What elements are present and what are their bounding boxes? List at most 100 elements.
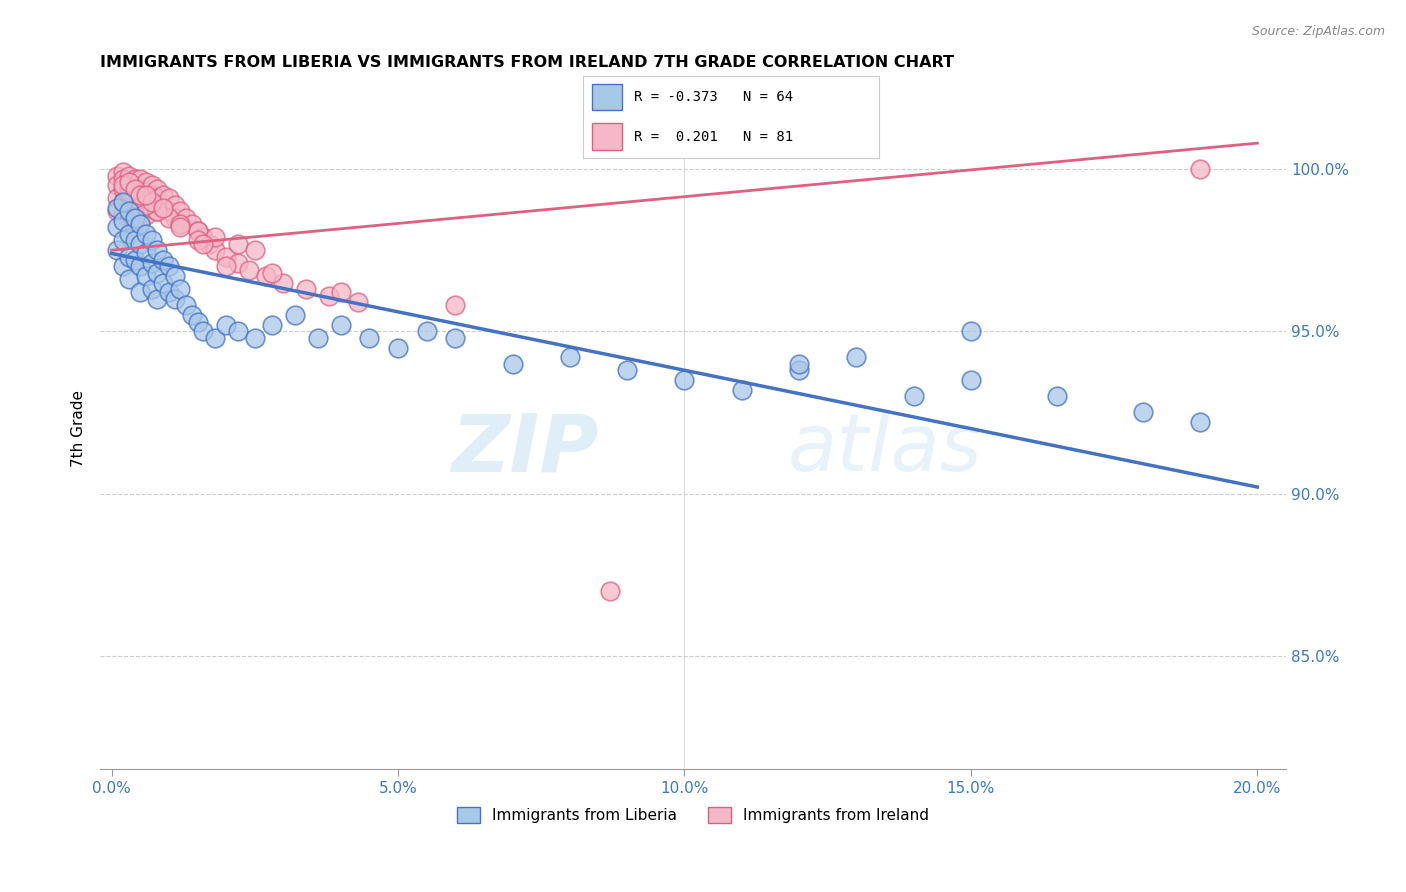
Point bbox=[616, 363, 638, 377]
Point bbox=[146, 243, 169, 257]
Point bbox=[260, 266, 283, 280]
Point bbox=[118, 175, 141, 189]
Point bbox=[215, 250, 238, 264]
Point bbox=[135, 227, 157, 241]
Point bbox=[787, 357, 810, 371]
Bar bbox=[592, 84, 621, 111]
Point bbox=[129, 285, 152, 300]
Y-axis label: 7th Grade: 7th Grade bbox=[72, 390, 86, 467]
Point bbox=[129, 181, 152, 195]
Point bbox=[135, 198, 157, 212]
Point bbox=[787, 363, 810, 377]
Point bbox=[238, 262, 260, 277]
Point bbox=[157, 191, 180, 205]
Point bbox=[226, 256, 249, 270]
Point bbox=[243, 331, 266, 345]
Point bbox=[118, 185, 141, 199]
Point bbox=[163, 198, 186, 212]
Point bbox=[903, 389, 925, 403]
Point bbox=[180, 217, 202, 231]
Point bbox=[124, 234, 146, 248]
Point bbox=[129, 217, 152, 231]
Point bbox=[186, 224, 208, 238]
Point bbox=[169, 217, 191, 231]
Point bbox=[284, 308, 307, 322]
Point bbox=[226, 324, 249, 338]
Point bbox=[105, 220, 128, 235]
Point bbox=[124, 181, 146, 195]
Point bbox=[118, 188, 141, 202]
Point bbox=[157, 204, 180, 219]
Point bbox=[152, 188, 174, 202]
Point bbox=[186, 224, 208, 238]
Point bbox=[112, 171, 135, 186]
Point bbox=[141, 188, 163, 202]
Point bbox=[215, 260, 238, 274]
Point bbox=[318, 288, 340, 302]
Point bbox=[731, 383, 754, 397]
Point bbox=[124, 194, 146, 209]
Text: R =  0.201   N = 81: R = 0.201 N = 81 bbox=[634, 129, 793, 144]
Point bbox=[124, 211, 146, 225]
Point bbox=[118, 204, 141, 219]
Point bbox=[152, 201, 174, 215]
Point bbox=[329, 285, 352, 300]
Point bbox=[118, 214, 141, 228]
Point bbox=[146, 181, 169, 195]
Point bbox=[599, 583, 621, 598]
Point bbox=[180, 308, 202, 322]
Point bbox=[1046, 389, 1069, 403]
Point bbox=[135, 194, 157, 209]
Point bbox=[105, 178, 128, 193]
Point bbox=[141, 256, 163, 270]
Point bbox=[960, 373, 983, 387]
Point bbox=[163, 269, 186, 284]
Point bbox=[444, 298, 467, 312]
Point bbox=[193, 230, 215, 244]
Point bbox=[112, 165, 135, 179]
Point bbox=[135, 188, 157, 202]
Point bbox=[124, 191, 146, 205]
Point bbox=[673, 373, 696, 387]
Point bbox=[146, 266, 169, 280]
Point bbox=[129, 201, 152, 215]
Point bbox=[135, 246, 157, 260]
Point bbox=[193, 324, 215, 338]
Point bbox=[118, 169, 141, 183]
Point bbox=[387, 341, 409, 355]
Point bbox=[169, 220, 191, 235]
Point bbox=[193, 236, 215, 251]
Text: atlas: atlas bbox=[787, 410, 983, 488]
Point bbox=[118, 227, 141, 241]
Point bbox=[129, 171, 152, 186]
Point bbox=[169, 204, 191, 219]
Point bbox=[141, 178, 163, 193]
Point bbox=[141, 201, 163, 215]
Point bbox=[169, 282, 191, 296]
Point bbox=[152, 201, 174, 215]
Point bbox=[112, 214, 135, 228]
Point bbox=[558, 351, 581, 365]
Point bbox=[129, 214, 152, 228]
Point bbox=[112, 194, 135, 209]
Text: IMMIGRANTS FROM LIBERIA VS IMMIGRANTS FROM IRELAND 7TH GRADE CORRELATION CHART: IMMIGRANTS FROM LIBERIA VS IMMIGRANTS FR… bbox=[100, 55, 955, 70]
Point bbox=[105, 201, 128, 215]
Point bbox=[163, 292, 186, 306]
Point bbox=[502, 357, 524, 371]
Point bbox=[1189, 415, 1212, 429]
Point bbox=[174, 211, 197, 225]
Point bbox=[174, 298, 197, 312]
Point bbox=[198, 236, 221, 251]
Point bbox=[157, 285, 180, 300]
Text: Source: ZipAtlas.com: Source: ZipAtlas.com bbox=[1251, 25, 1385, 38]
Point bbox=[186, 234, 208, 248]
Point bbox=[105, 169, 128, 183]
Point bbox=[186, 315, 208, 329]
Point bbox=[444, 331, 467, 345]
Point bbox=[141, 282, 163, 296]
Point bbox=[329, 318, 352, 332]
Point bbox=[260, 318, 283, 332]
Point bbox=[1132, 405, 1154, 419]
Point bbox=[124, 252, 146, 267]
Point bbox=[112, 234, 135, 248]
